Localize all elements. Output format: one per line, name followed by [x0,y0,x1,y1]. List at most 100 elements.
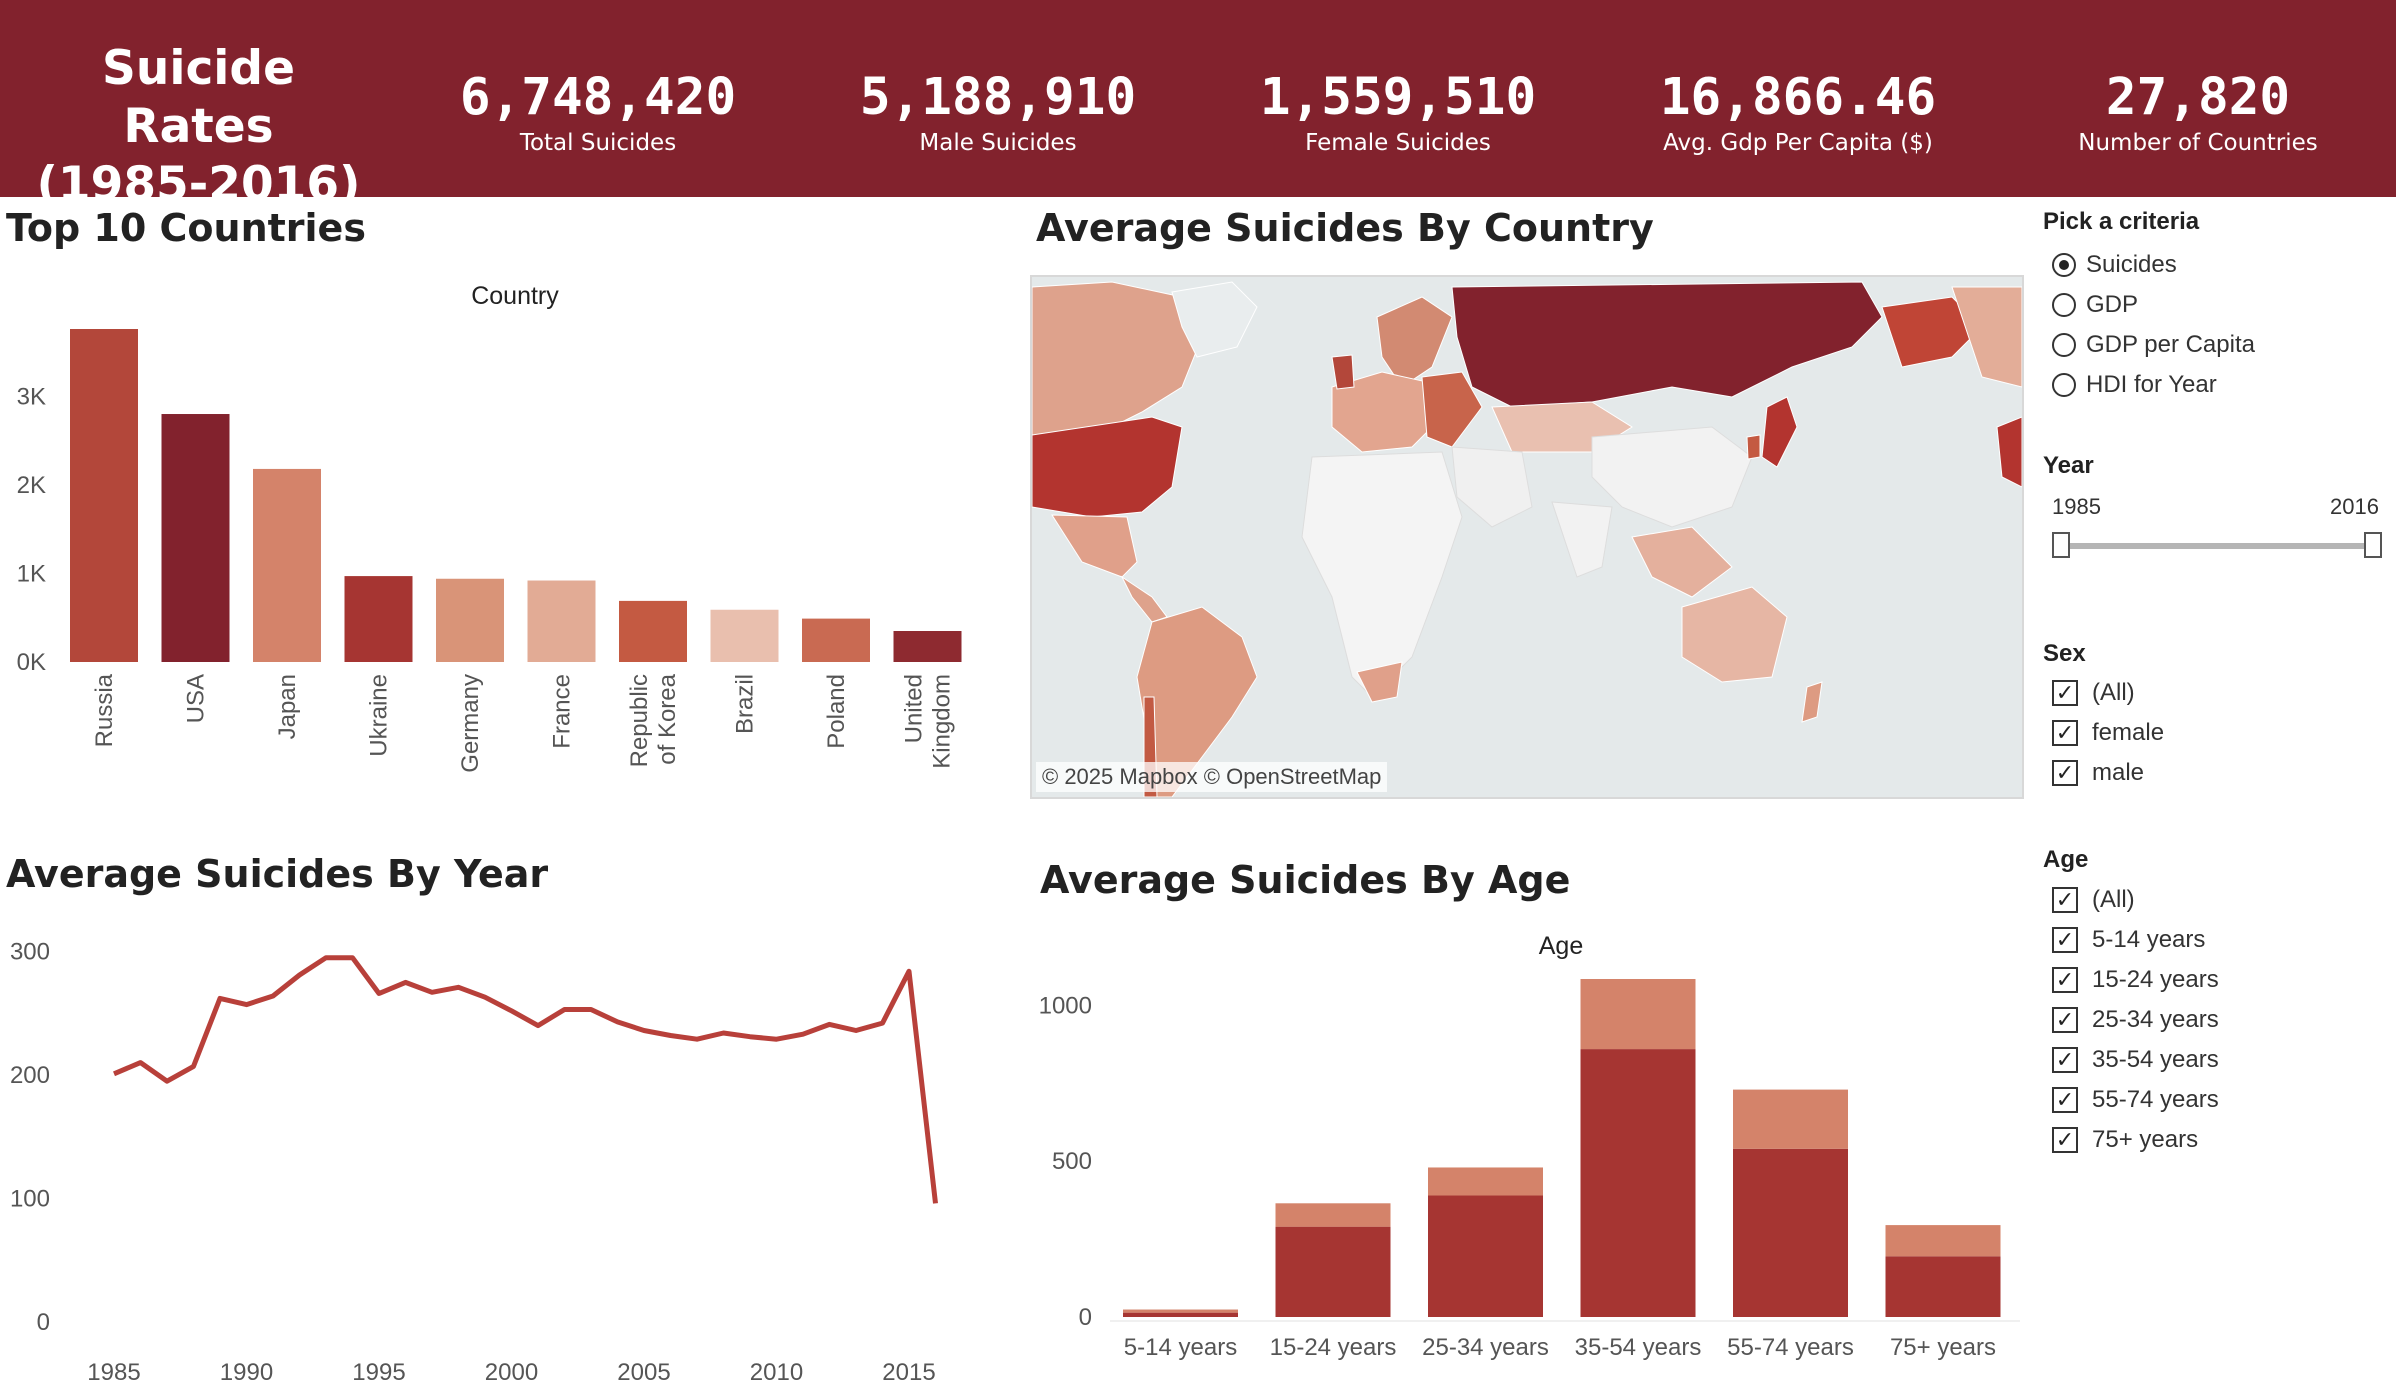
age-bar-lower [1733,1148,1848,1317]
dashboard-title: Suicide Rates (1985-2016) [26,40,371,214]
criteria-option-gdp[interactable]: GDP [2052,288,2138,322]
top10-bar [527,580,596,662]
kpi-female-suicides: 1,559,510 Female Suicides [1208,68,1588,158]
checkbox-checked-icon[interactable]: ✓ [2052,760,2078,786]
checkbox-checked-icon[interactable]: ✓ [2052,967,2078,993]
sex-option-all[interactable]: ✓ (All) [2052,676,2135,710]
kpi-label: Female Suicides [1305,130,1491,156]
map-region-new-zealand [1801,681,1823,723]
map-region-uk [1331,354,1355,390]
top10-bar-chart[interactable]: Country 0K 1K 2K 3K Russia USA Japan Ukraine Germ… [0,270,1000,790]
radio-selected-icon[interactable] [2052,253,2076,277]
title-line-2: (1985-2016) [36,157,361,212]
top10-y-tick: 0K [17,649,46,676]
checkbox-checked-icon[interactable]: ✓ [2052,680,2078,706]
sex-option-female[interactable]: ✓ female [2052,716,2164,750]
radio-icon[interactable] [2052,333,2076,357]
year-x-tick: 2005 [617,1359,670,1386]
map-region-alaska [1881,296,1983,368]
year-series-line [113,955,938,1204]
map-region-india [1551,501,1613,578]
age-option-label: 15-24 years [2092,966,2219,993]
top10-bar [893,631,962,662]
by-age-title: Average Suicides By Age [1040,858,1571,902]
criteria-option-suicides[interactable]: Suicides [2052,248,2177,282]
top10-x-tick-line: Brazil [732,674,759,734]
checkbox-checked-icon[interactable]: ✓ [2052,927,2078,953]
by-age-bar-chart[interactable]: Age 0 500 1000 5-14 years 15-24 years 25-34 ye… [1030,920,2030,1394]
age-option-label: 55-74 years [2092,1086,2219,1113]
top10-x-tick-line: France [549,674,576,749]
top10-x-tick-line: United [901,674,928,743]
top10-x-tick: Brazil [732,674,759,734]
map-region-russia [1451,281,1883,408]
year-x-tick: 1990 [220,1359,273,1386]
kpi-label: Total Suicides [519,130,677,156]
year-slider-max: 2016 [2330,494,2379,519]
top10-x-tick-line: Republic [626,674,653,767]
age-x-tick: 15-24 years [1270,1334,1397,1361]
world-map-shapes [1032,281,2022,797]
checkbox-checked-icon[interactable]: ✓ [2052,1047,2078,1073]
year-slider-min: 1985 [2052,494,2101,519]
age-bar-lower [1275,1226,1391,1317]
age-y-tick: 500 [1052,1148,1092,1175]
age-bar-lower [1428,1195,1543,1317]
map-region-scandinavia [1376,296,1453,388]
top10-x-tick: Japan [274,674,301,739]
sex-option-label: (All) [2092,679,2135,706]
age-axis-title: Age [1539,932,1583,960]
criteria-option-hdi[interactable]: HDI for Year [2052,368,2217,402]
radio-icon[interactable] [2052,293,2076,317]
map-region-japan [1761,396,1798,468]
age-option-35-54[interactable]: ✓ 35-54 years [2052,1043,2219,1077]
kpi-label: Number of Countries [2078,130,2318,156]
checkbox-checked-icon[interactable]: ✓ [2052,1007,2078,1033]
top10-x-tick-line: Japan [274,674,301,739]
kpi-value: 16,866.46 [1659,68,1937,127]
age-option-75-plus[interactable]: ✓ 75+ years [2052,1123,2198,1157]
radio-icon[interactable] [2052,373,2076,397]
checkbox-checked-icon[interactable]: ✓ [2052,887,2078,913]
age-option-5-14[interactable]: ✓ 5-14 years [2052,923,2205,957]
year-slider-end-handle[interactable] [2364,532,2382,558]
by-year-line-chart[interactable]: 0 100 200 300 1985 1990 1995 2000 2005 2010 2015 [0,910,1000,1394]
checkbox-checked-icon[interactable]: ✓ [2052,1127,2078,1153]
map-region-korea [1746,434,1761,460]
year-x-tick: 2015 [882,1359,935,1386]
age-bar-upper [1733,1089,1848,1149]
age-bar-upper [1885,1225,2001,1257]
year-slider-start-handle[interactable] [2052,532,2070,558]
top10-bar [161,414,230,662]
kpi-value: 5,188,910 [859,68,1137,127]
year-filter-heading: Year [2043,452,2094,479]
age-option-label: 75+ years [2092,1126,2199,1153]
age-bar-upper [1428,1167,1543,1196]
world-map[interactable] [1030,275,2024,799]
map-region-usa-west [1996,416,2022,488]
top10-y-tick: 1K [17,560,46,587]
age-option-25-34[interactable]: ✓ 25-34 years [2052,1003,2219,1037]
age-option-15-24[interactable]: ✓ 15-24 years [2052,963,2219,997]
map-region-greenland [1171,281,1258,358]
kpi-number-of-countries: 27,820 Number of Countries [2008,68,2388,158]
sex-option-male[interactable]: ✓ male [2052,756,2144,790]
kpi-avg-gdp-per-capita: 16,866.46 Avg. Gdp Per Capita ($) [1608,68,1988,158]
sex-option-label: female [2092,719,2165,746]
top10-x-tick-line: USA [183,674,210,723]
kpi-total-suicides: 6,748,420 Total Suicides [408,68,788,158]
map-region-south-africa [1356,661,1403,703]
top10-bar [344,576,413,662]
age-x-tick: 5-14 years [1124,1334,1237,1361]
age-option-label: 5-14 years [2092,926,2206,953]
age-option-all[interactable]: ✓ (All) [2052,883,2135,917]
checkbox-checked-icon[interactable]: ✓ [2052,720,2078,746]
checkbox-checked-icon[interactable]: ✓ [2052,1087,2078,1113]
map-region-mexico [1051,514,1138,578]
age-bar-lower [1885,1256,2001,1317]
age-option-55-74[interactable]: ✓ 55-74 years [2052,1083,2219,1117]
criteria-option-gdp-per-capita[interactable]: GDP per Capita [2052,328,2255,362]
top10-x-tick-line: Ukraine [366,674,393,757]
top10-x-tick: Germany [457,674,484,773]
year-slider-track[interactable] [2060,543,2374,549]
